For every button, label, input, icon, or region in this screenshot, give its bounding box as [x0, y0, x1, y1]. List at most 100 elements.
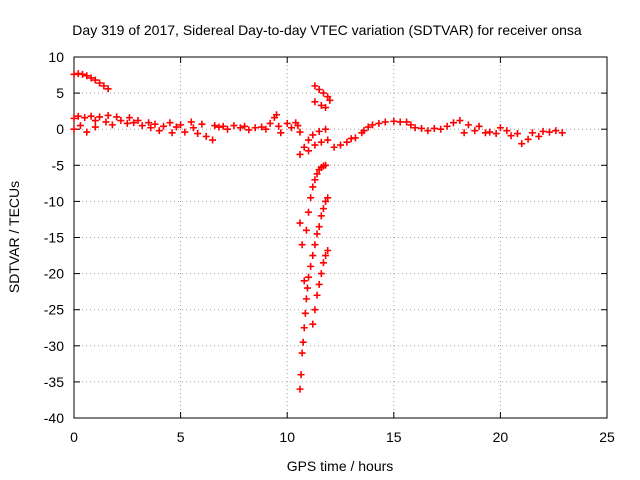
data-point	[311, 98, 319, 106]
data-point	[503, 127, 511, 135]
data-point	[311, 141, 319, 149]
data-point	[390, 117, 398, 125]
data-point	[311, 176, 319, 184]
data-point	[87, 112, 95, 120]
data-point	[528, 129, 536, 137]
data-point	[301, 309, 309, 317]
data-point	[471, 127, 479, 135]
data-point	[496, 124, 504, 132]
data-point	[407, 121, 415, 129]
series-2	[296, 161, 330, 285]
x-tick-label: 15	[386, 429, 402, 445]
data-point	[309, 183, 317, 191]
data-point	[104, 111, 112, 119]
data-point	[277, 129, 285, 137]
y-axis-label: SDTVAR / TECUs	[6, 181, 22, 293]
data-point	[113, 113, 121, 121]
data-point	[296, 385, 304, 393]
series-5	[311, 82, 334, 112]
data-point	[443, 122, 451, 130]
data-point	[313, 170, 321, 178]
y-tick-label: 10	[48, 49, 64, 65]
data-point	[535, 132, 543, 140]
data-point	[296, 219, 304, 227]
data-point	[324, 246, 332, 254]
data-point	[296, 150, 304, 158]
data-point	[138, 122, 146, 130]
data-point	[424, 127, 432, 135]
data-point	[134, 117, 142, 125]
data-point	[198, 120, 206, 128]
x-axis-label: GPS time / hours	[287, 458, 394, 474]
data-point	[187, 118, 195, 126]
data-point	[492, 130, 500, 138]
y-tick-label: -10	[44, 193, 64, 209]
data-point	[83, 128, 91, 136]
data-point	[91, 76, 99, 84]
data-point	[322, 252, 330, 260]
data-point	[364, 123, 372, 131]
y-tick-label: -5	[52, 157, 65, 173]
data-point	[299, 338, 307, 346]
data-point	[273, 111, 281, 119]
data-point	[245, 126, 253, 134]
data-point	[91, 123, 99, 131]
data-point	[130, 119, 138, 127]
data-point	[297, 371, 305, 379]
data-point	[300, 324, 308, 332]
data-point	[151, 120, 159, 128]
data-point	[311, 82, 319, 90]
x-tick-label: 10	[279, 429, 295, 445]
data-point	[177, 121, 185, 129]
data-point	[251, 124, 259, 132]
y-tick-label: 5	[56, 85, 64, 101]
data-point	[305, 208, 313, 216]
data-point	[155, 127, 163, 135]
data-point	[236, 124, 244, 132]
data-point	[258, 123, 266, 131]
data-point	[449, 119, 457, 127]
data-point	[302, 226, 310, 234]
data-point	[303, 284, 311, 292]
data-point	[322, 197, 330, 205]
x-axis-ticks: 0 5 10 15 20 25	[70, 57, 615, 445]
data-point	[219, 122, 227, 130]
data-point	[160, 122, 168, 130]
data-point	[319, 259, 327, 267]
data-point	[211, 122, 219, 130]
data-point	[456, 117, 464, 125]
data-point	[411, 124, 419, 132]
data-point	[464, 121, 472, 129]
y-tick-label: -25	[44, 302, 64, 318]
data-point	[437, 125, 445, 133]
data-point	[302, 295, 310, 303]
x-tick-label: 0	[70, 429, 78, 445]
data-point	[275, 122, 283, 130]
grid-lines	[74, 57, 607, 418]
series-3	[296, 194, 332, 393]
data-point	[324, 93, 332, 101]
data-point	[330, 143, 338, 151]
y-tick-label: -35	[44, 374, 64, 390]
data-point	[418, 124, 426, 132]
data-point	[296, 128, 304, 136]
data-point	[311, 241, 319, 249]
data-point	[313, 291, 321, 299]
data-point	[513, 130, 521, 138]
data-point	[307, 194, 315, 202]
data-point	[96, 79, 104, 87]
data-point	[324, 136, 332, 144]
y-tick-label: -15	[44, 230, 64, 246]
data-point	[166, 119, 174, 127]
x-tick-label: 20	[493, 429, 509, 445]
data-point	[298, 349, 306, 357]
data-point	[100, 82, 108, 90]
data-point	[117, 117, 125, 125]
data-point	[319, 89, 327, 97]
data-point	[262, 125, 270, 133]
data-point	[309, 320, 317, 328]
chart-title: Day 319 of 2017, Sidereal Day-to-day VTE…	[72, 22, 582, 38]
data-point	[322, 104, 330, 112]
data-point	[430, 124, 438, 132]
